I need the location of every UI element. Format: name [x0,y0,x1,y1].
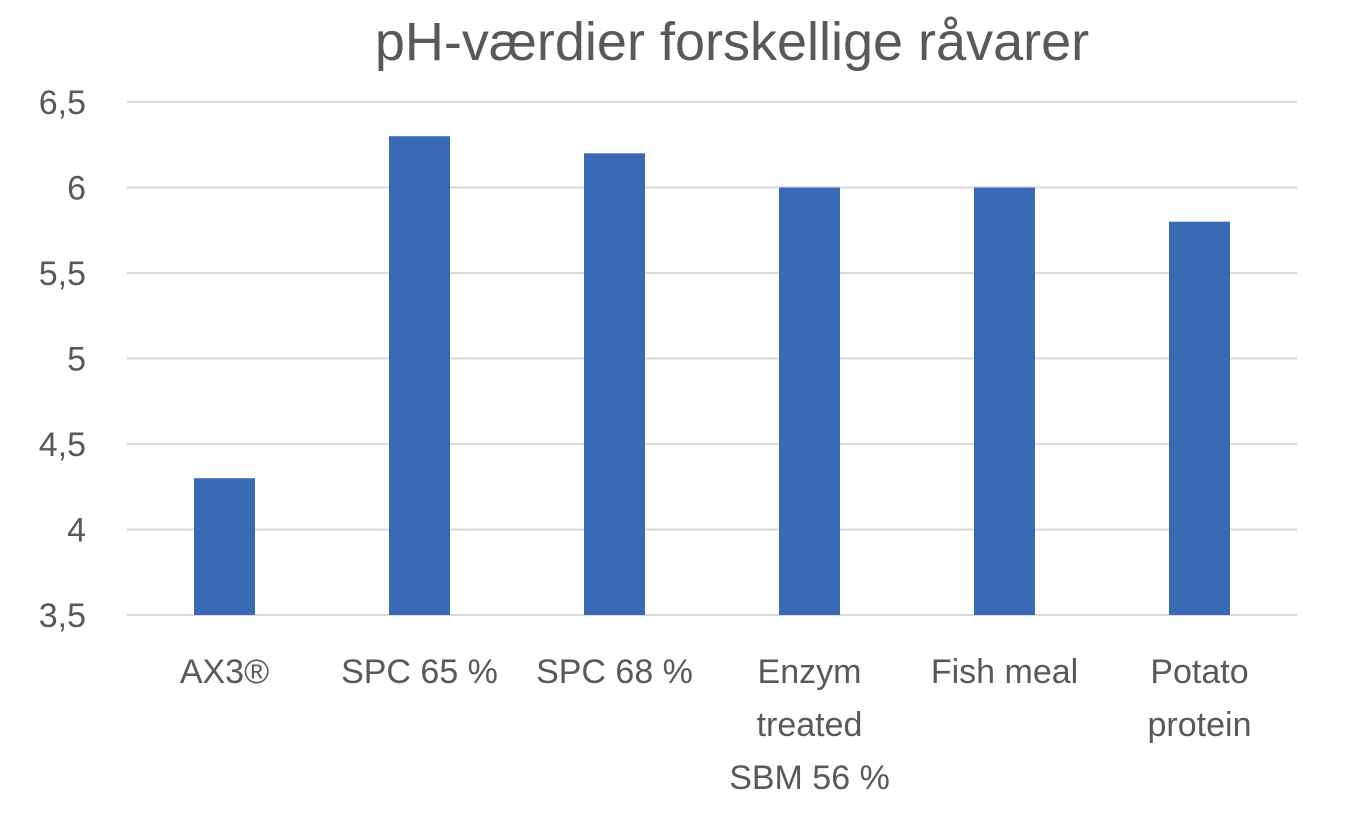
bars [194,136,1230,616]
bar [779,187,840,615]
bar [974,187,1035,615]
gridlines [127,101,1297,616]
chart-title: pH-værdier forskellige råvarer [374,12,1090,72]
x-category-label: AX3® [180,653,269,691]
bar [194,478,255,615]
x-category-label: Potato [1150,653,1248,691]
x-category-label: protein [1148,706,1252,744]
y-tick-label: 6,5 [39,84,86,122]
x-category-label: SPC 68 % [536,653,693,691]
x-category-label: Enzym [758,653,862,691]
x-category-label: treated [757,706,863,744]
y-tick-label: 4 [67,512,86,550]
bar [1169,221,1230,615]
x-axis-labels: AX3® SPC 65 % SPC 68 % Enzym treated SBM 56 %… [180,653,1252,797]
y-tick-label: 4,5 [39,426,86,464]
bar [584,153,645,616]
bar [389,136,450,615]
y-tick-label: 6 [67,170,86,208]
y-tick-label: 5 [67,341,86,379]
x-category-label: SBM 56 % [729,759,890,797]
x-category-label: Fish meal [931,653,1078,691]
x-category-label: SPC 65 % [341,653,498,691]
y-tick-label: 3,5 [39,597,86,635]
y-axis-ticks: 3,5 4 4,5 5 5,5 6 6,5 [39,84,86,635]
y-tick-label: 5,5 [39,255,86,293]
